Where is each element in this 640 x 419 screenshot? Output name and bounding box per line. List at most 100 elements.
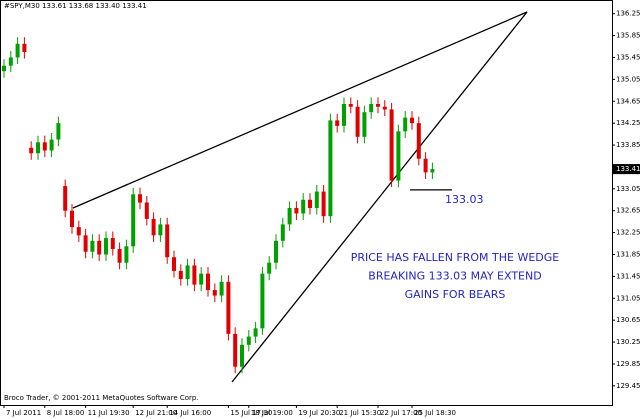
candle-body bbox=[185, 265, 190, 280]
candle-body bbox=[165, 224, 170, 258]
y-tick-label: 130.65 bbox=[616, 316, 640, 324]
annotation: PRICE HAS FALLEN FROM THE WEDGE bbox=[351, 251, 560, 264]
candle-body bbox=[90, 240, 95, 252]
candle-body bbox=[308, 199, 312, 208]
candle-body bbox=[36, 142, 40, 154]
candle-body bbox=[70, 210, 74, 228]
y-tick-label: 129.85 bbox=[616, 360, 640, 368]
candle-body bbox=[212, 290, 217, 296]
candle-body bbox=[124, 246, 129, 263]
candle-body bbox=[233, 333, 238, 367]
annotation: BREAKING 133.03 MAY EXTEND bbox=[368, 270, 541, 283]
candle-body bbox=[104, 238, 108, 255]
x-tick-label: 19 Jul 20:30 bbox=[298, 409, 340, 417]
candle-body bbox=[355, 106, 360, 137]
candle-body bbox=[49, 139, 54, 151]
x-tick-label: 8 Jul 18:00 bbox=[47, 409, 85, 417]
candle-body bbox=[369, 103, 374, 113]
candle-body bbox=[42, 142, 47, 151]
candle-body bbox=[362, 112, 367, 137]
footer: Broco Trader, © 2001-2011 MetaQuotes Sof… bbox=[4, 394, 199, 402]
candle-body bbox=[226, 281, 231, 334]
candle-body bbox=[253, 328, 258, 337]
last-price-label: 133.41 bbox=[616, 165, 640, 173]
candle-body bbox=[267, 262, 272, 274]
y-tick-label: 129.45 bbox=[616, 382, 640, 390]
candle-body bbox=[8, 57, 13, 66]
x-tick-label: 12 Jul 21:00 bbox=[135, 409, 177, 417]
plot-frame bbox=[0, 0, 613, 406]
candle-body bbox=[22, 43, 27, 52]
candle-body bbox=[192, 265, 197, 285]
candle-body bbox=[151, 218, 156, 236]
candle-body bbox=[321, 191, 326, 217]
x-tick-label: 18 Jul 19:00 bbox=[251, 409, 293, 417]
candle-body bbox=[396, 131, 401, 181]
candle-body bbox=[29, 147, 34, 154]
x-tick-label: 7 Jul 2011 bbox=[6, 409, 41, 417]
candle-body bbox=[287, 207, 292, 225]
y-tick-label: 130.25 bbox=[616, 338, 640, 346]
candle-body bbox=[382, 106, 387, 110]
candle-body bbox=[274, 240, 278, 263]
y-tick-label: 131.85 bbox=[616, 250, 640, 258]
wedge-upper bbox=[72, 11, 528, 209]
y-tick-label: 134.25 bbox=[616, 119, 640, 127]
candle-body bbox=[131, 194, 136, 247]
candle-body bbox=[389, 109, 394, 181]
x-tick-label: 22 Jul 17:00 bbox=[380, 409, 422, 417]
candle-body bbox=[246, 336, 251, 345]
y-tick-label: 135.05 bbox=[616, 75, 640, 83]
x-tick-label: 14 Jul 16:00 bbox=[169, 409, 211, 417]
candle-body bbox=[15, 43, 20, 58]
candle-body bbox=[410, 117, 414, 124]
header: #SPY,M30 133.61 133.68 133.40 133.41 bbox=[4, 2, 147, 10]
candle-body bbox=[219, 281, 224, 296]
y-tick-label: 136.25 bbox=[616, 10, 640, 18]
y-tick-label: 135.45 bbox=[616, 53, 640, 61]
x-tick-label: 25 Jul 18:30 bbox=[414, 409, 456, 417]
candle-body bbox=[110, 238, 115, 250]
y-tick-label: 132.65 bbox=[616, 207, 640, 215]
candle-body bbox=[301, 199, 306, 214]
candle-body bbox=[2, 65, 6, 72]
candle-body bbox=[348, 103, 353, 107]
wedge-lower bbox=[231, 11, 528, 383]
candle-body bbox=[342, 103, 346, 126]
candle-body bbox=[158, 224, 163, 236]
candle-body bbox=[416, 123, 421, 159]
y-tick-label: 131.45 bbox=[616, 272, 640, 280]
candle-body bbox=[314, 191, 319, 208]
candle-body bbox=[199, 273, 204, 285]
candle-body bbox=[138, 194, 142, 203]
last-price-box bbox=[613, 164, 640, 175]
candle-body bbox=[97, 240, 102, 255]
x-tick-label: 21 Jul 15:30 bbox=[339, 409, 381, 417]
candle-body bbox=[76, 227, 81, 236]
candle-body bbox=[144, 202, 149, 219]
candle-body bbox=[423, 158, 428, 173]
candle-body bbox=[83, 235, 88, 252]
y-tick-label: 133.85 bbox=[616, 141, 640, 149]
candle-body bbox=[206, 273, 210, 291]
candle-body bbox=[260, 273, 265, 329]
candle-body bbox=[294, 207, 299, 214]
candle-body bbox=[117, 249, 122, 263]
x-tick-label: 15 Jul 17:30 bbox=[230, 409, 272, 417]
annotation: GAINS FOR BEARS bbox=[405, 288, 506, 301]
candle-body bbox=[172, 257, 176, 271]
candle-body bbox=[403, 117, 408, 132]
candle-body bbox=[376, 103, 380, 107]
y-tick-label: 131.05 bbox=[616, 294, 640, 302]
y-tick-label: 133.05 bbox=[616, 185, 640, 193]
candle-body bbox=[335, 120, 340, 126]
candle-body bbox=[328, 120, 333, 217]
y-tick-label: 132.25 bbox=[616, 229, 640, 237]
y-tick-label: 135.85 bbox=[616, 32, 640, 40]
candle-body bbox=[63, 186, 68, 211]
x-tick-label: 11 Jul 19:30 bbox=[88, 409, 130, 417]
candle-body bbox=[280, 224, 285, 241]
candle-body bbox=[240, 344, 244, 367]
support-label: 133.03 bbox=[445, 193, 484, 206]
